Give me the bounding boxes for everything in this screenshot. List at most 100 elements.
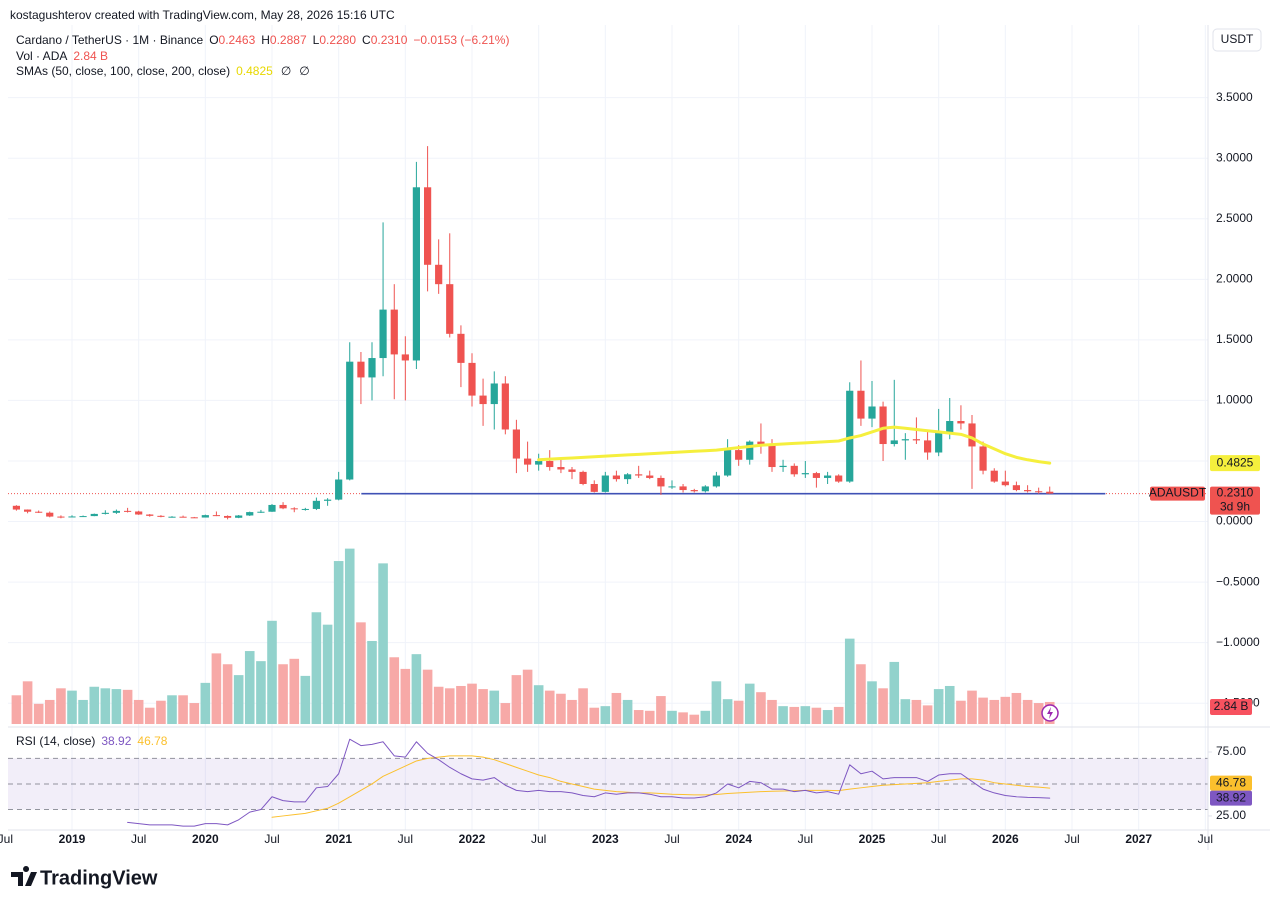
currency[interactable]: USDT bbox=[1221, 32, 1254, 46]
volume-bar bbox=[189, 703, 200, 724]
volume-bar bbox=[733, 700, 744, 724]
candle-body bbox=[12, 505, 20, 510]
x-tick-label: 2025 bbox=[859, 832, 886, 846]
volume-bar bbox=[956, 700, 966, 724]
candle-body bbox=[924, 440, 932, 453]
volume-bar bbox=[678, 712, 688, 724]
volume-bar bbox=[744, 683, 755, 724]
candle-body bbox=[146, 514, 154, 516]
volume-bar bbox=[889, 661, 900, 724]
volume-bar bbox=[611, 692, 622, 724]
volume-bar bbox=[922, 705, 933, 724]
rsi-ma-label: 46.78 bbox=[1216, 775, 1246, 789]
candle-body bbox=[268, 504, 276, 512]
candle-body bbox=[990, 470, 998, 482]
candle-body bbox=[579, 471, 587, 484]
candle-body bbox=[368, 358, 376, 378]
candle-body bbox=[390, 309, 398, 355]
candle-body bbox=[535, 460, 543, 465]
x-tick-label: 2022 bbox=[459, 832, 486, 846]
volume-bar bbox=[100, 688, 111, 724]
volume-bar bbox=[44, 699, 55, 724]
volume-bar bbox=[167, 695, 177, 724]
volume-bar bbox=[322, 624, 333, 724]
volume-bar bbox=[300, 675, 311, 724]
volume-bar bbox=[900, 699, 911, 724]
volume-bar bbox=[589, 707, 600, 724]
volume-bar bbox=[444, 688, 455, 724]
legend-text: L bbox=[313, 33, 320, 47]
volume-bar bbox=[811, 707, 822, 724]
legend-text: C bbox=[362, 33, 371, 47]
y-tick-label: −1.0000 bbox=[1216, 635, 1260, 649]
currency-box[interactable] bbox=[1212, 28, 1262, 52]
candle-body bbox=[379, 309, 387, 359]
candle-body bbox=[279, 504, 287, 509]
x-tick-label: Jul bbox=[798, 832, 813, 846]
rsi-label-box bbox=[1210, 790, 1252, 806]
candle-body bbox=[135, 511, 143, 515]
y-tick-label: 3.0000 bbox=[1216, 150, 1253, 164]
volume-bar bbox=[244, 651, 255, 724]
legend-text: 0.2463 bbox=[219, 33, 256, 47]
volume-bar bbox=[856, 664, 866, 724]
legend-line: Cardano / TetherUS · 1M · Binance O0.2463… bbox=[16, 33, 509, 47]
candle-body bbox=[401, 354, 409, 361]
candle-body bbox=[457, 333, 465, 363]
last-price-box bbox=[1210, 486, 1260, 515]
rsi-line bbox=[127, 738, 1051, 827]
candle-body bbox=[46, 512, 54, 517]
candle-body bbox=[935, 433, 943, 453]
candle-body bbox=[101, 512, 109, 514]
x-tick-label: Jul bbox=[664, 832, 679, 846]
volume-bar bbox=[156, 700, 166, 724]
volume-bar bbox=[56, 688, 66, 724]
alert-icon[interactable] bbox=[1041, 704, 1059, 722]
legend-text: O bbox=[209, 33, 218, 47]
candle-body bbox=[312, 500, 320, 509]
rsi-label: 38.92 bbox=[1216, 790, 1246, 804]
candle-body bbox=[168, 516, 176, 518]
y-tick-label: 0.0000 bbox=[1216, 514, 1253, 528]
candle-body bbox=[890, 440, 898, 445]
legend-text: 0.2310 bbox=[371, 33, 408, 47]
volume-bar bbox=[911, 699, 922, 724]
candle-body bbox=[257, 511, 265, 513]
x-tick-label: 2023 bbox=[592, 832, 619, 846]
candle-body bbox=[424, 187, 432, 265]
volume-bar bbox=[1022, 699, 1033, 724]
volume-bar bbox=[411, 654, 422, 724]
volume-bar bbox=[433, 686, 444, 724]
volume-bar bbox=[256, 661, 266, 724]
legend-text: 0.2280 bbox=[319, 33, 356, 47]
volume-bar bbox=[178, 695, 188, 724]
volume-label: 2.84 B bbox=[1214, 699, 1249, 713]
candle-body bbox=[657, 477, 665, 487]
candle-body bbox=[1046, 491, 1054, 494]
candle-body bbox=[557, 467, 565, 470]
volume-bar bbox=[533, 685, 544, 724]
legend-text: 46.78 bbox=[137, 734, 167, 748]
x-tick-label: 2020 bbox=[192, 832, 219, 846]
legend-text: 38.92 bbox=[101, 734, 131, 748]
candle-body bbox=[635, 474, 643, 476]
volume-bar bbox=[978, 697, 988, 724]
candle-body bbox=[568, 469, 576, 472]
volume-bar bbox=[756, 692, 766, 724]
volume-bar bbox=[511, 675, 522, 724]
alert-bolt[interactable] bbox=[1047, 707, 1053, 719]
legend-text: Cardano / TetherUS · 1M · Binance bbox=[16, 33, 204, 47]
candle-body bbox=[601, 475, 609, 492]
volume-bar bbox=[800, 706, 811, 724]
volume-bar bbox=[33, 703, 44, 724]
candle-body bbox=[501, 383, 509, 430]
x-tick-label: Jul bbox=[1198, 832, 1213, 846]
candle-body bbox=[35, 511, 43, 513]
logo-text: TradingView bbox=[40, 867, 158, 889]
last-price: 0.2310 bbox=[1217, 486, 1254, 500]
candle-body bbox=[646, 475, 654, 478]
candle-body bbox=[79, 516, 87, 518]
volume-bar bbox=[1011, 692, 1022, 724]
volume-bar bbox=[567, 699, 577, 724]
volume-bar bbox=[144, 707, 155, 724]
